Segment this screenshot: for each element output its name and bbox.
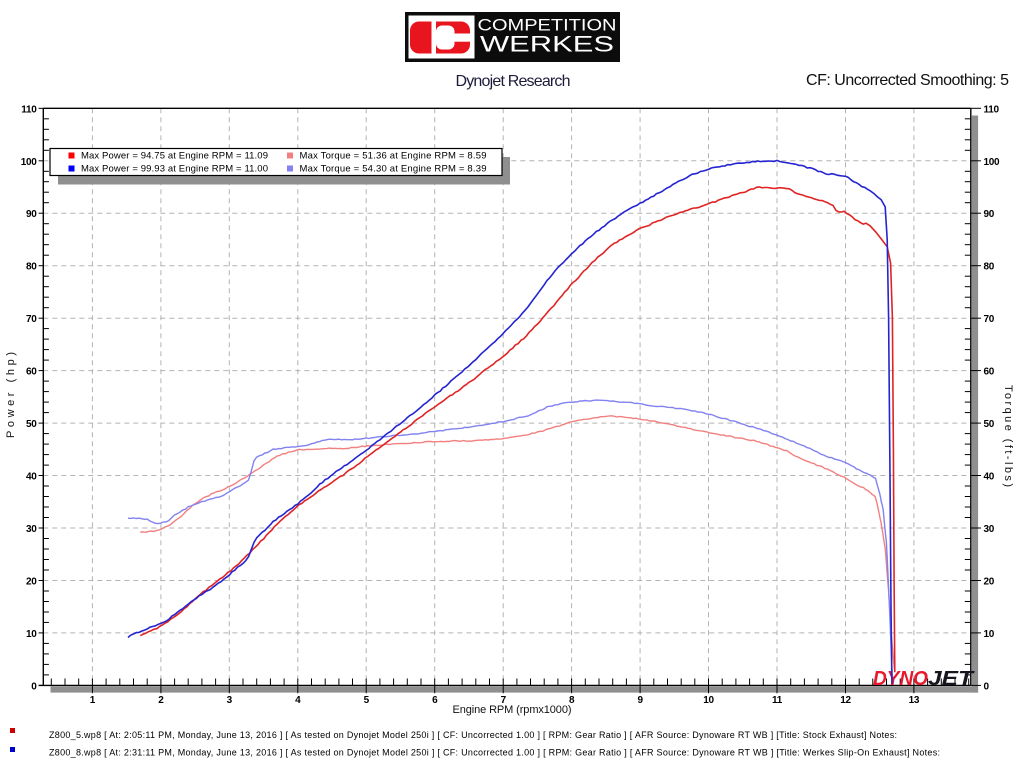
svg-text:Max Power = 99.93 at Engine RP: Max Power = 99.93 at Engine RPM = 11.00	[81, 164, 268, 175]
svg-text:0: 0	[31, 681, 37, 692]
svg-text:12: 12	[840, 695, 851, 706]
svg-text:60: 60	[26, 367, 37, 378]
svg-text:3: 3	[227, 695, 233, 706]
svg-text:110: 110	[21, 104, 37, 115]
svg-text:WERKES: WERKES	[480, 32, 614, 57]
svg-text:30: 30	[26, 524, 37, 535]
svg-text:7: 7	[501, 695, 507, 706]
svg-text:10: 10	[26, 629, 37, 640]
svg-text:50: 50	[984, 419, 995, 430]
svg-text:Dynojet Research: Dynojet Research	[456, 73, 571, 90]
svg-text:DYNO: DYNO	[873, 668, 928, 690]
svg-text:8: 8	[569, 695, 575, 706]
svg-text:COMPETITION: COMPETITION	[478, 17, 617, 35]
svg-text:CF: Uncorrected Smoothing: 5: CF: Uncorrected Smoothing: 5	[806, 72, 1009, 89]
svg-text:Max Torque = 54.30 at Engine R: Max Torque = 54.30 at Engine RPM = 8.39	[300, 164, 487, 175]
svg-text:20: 20	[26, 577, 37, 588]
svg-text:10: 10	[703, 695, 714, 706]
svg-text:40: 40	[26, 472, 37, 483]
svg-text:80: 80	[984, 262, 995, 273]
svg-text:Max Power = 94.75 at Engine RP: Max Power = 94.75 at Engine RPM = 11.09	[81, 151, 268, 162]
svg-text:Engine RPM (rpmx1000): Engine RPM (rpmx1000)	[453, 704, 572, 716]
svg-text:10: 10	[984, 629, 995, 640]
svg-text:6: 6	[432, 695, 438, 706]
svg-text:100: 100	[21, 157, 38, 168]
svg-text:0: 0	[984, 681, 990, 692]
svg-text:110: 110	[984, 104, 1000, 115]
svg-text:4: 4	[295, 695, 301, 706]
svg-text:5: 5	[364, 695, 370, 706]
svg-text:Max Torque = 51.36 at Engine R: Max Torque = 51.36 at Engine RPM = 8.59	[300, 151, 487, 162]
svg-text:90: 90	[984, 209, 995, 220]
svg-text:1: 1	[90, 695, 96, 706]
svg-text:Z800_5.wp8 [ At: 2:05:11 PM, M: Z800_5.wp8 [ At: 2:05:11 PM, Monday, Jun…	[49, 730, 897, 740]
svg-text:40: 40	[984, 472, 995, 483]
svg-text:60: 60	[984, 367, 995, 378]
svg-text:70: 70	[984, 314, 995, 325]
svg-text:JET: JET	[928, 668, 975, 690]
svg-text:50: 50	[26, 419, 37, 430]
svg-text:11: 11	[772, 695, 783, 706]
svg-text:9: 9	[637, 695, 643, 706]
svg-text:20: 20	[984, 577, 995, 588]
svg-text:100: 100	[984, 157, 1001, 168]
svg-text:90: 90	[26, 209, 37, 220]
svg-text:30: 30	[984, 524, 995, 535]
svg-text:Z800_8.wp8 [ At: 2:31:11 PM, M: Z800_8.wp8 [ At: 2:31:11 PM, Monday, Jun…	[49, 748, 940, 758]
svg-text:70: 70	[26, 314, 37, 325]
svg-text:13: 13	[909, 695, 920, 706]
svg-text:Power (hp): Power (hp)	[5, 352, 17, 438]
svg-text:Torque (ft-lbs): Torque (ft-lbs)	[1002, 385, 1014, 487]
svg-text:2: 2	[158, 695, 164, 706]
svg-text:80: 80	[26, 262, 37, 273]
